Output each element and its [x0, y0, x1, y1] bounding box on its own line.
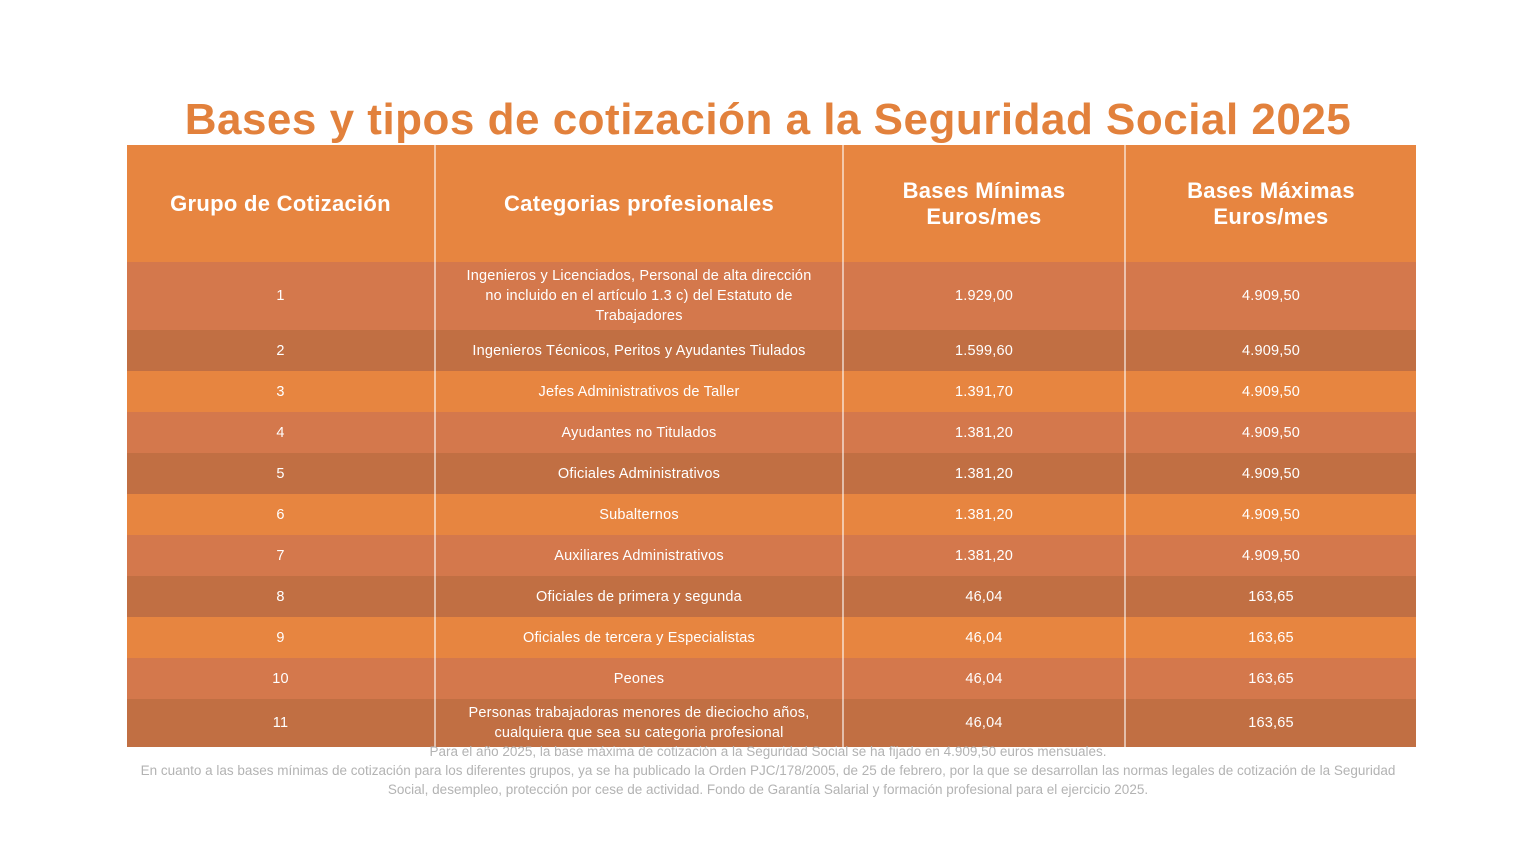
footer-note-1: Para el año 2025, la base máxima de coti… [429, 744, 1107, 759]
cell-base-maxima: 4.909,50 [1124, 371, 1416, 412]
cell-grupo: 9 [127, 617, 435, 658]
cell-base-maxima: 163,65 [1124, 617, 1416, 658]
table-row: 4 Ayudantes no Titulados 1.381,20 4.909,… [127, 412, 1416, 453]
cell-categoria: Auxiliares Administrativos [434, 535, 843, 576]
table-row: 6 Subalternos 1.381,20 4.909,50 [127, 494, 1416, 535]
cell-base-minima: 1.381,20 [842, 412, 1125, 453]
cell-base-minima: 46,04 [842, 699, 1125, 747]
cell-base-minima: 1.381,20 [842, 535, 1125, 576]
cell-base-maxima: 163,65 [1124, 576, 1416, 617]
table-row: 7 Auxiliares Administrativos 1.381,20 4.… [127, 535, 1416, 576]
table-row: 3 Jefes Administrativos de Taller 1.391,… [127, 371, 1416, 412]
table-row: 9 Oficiales de tercera y Especialistas 4… [127, 617, 1416, 658]
cell-grupo: 2 [127, 330, 435, 371]
cell-base-maxima: 4.909,50 [1124, 412, 1416, 453]
cell-base-minima: 1.381,20 [842, 494, 1125, 535]
table-body: 1 Ingenieros y Licenciados, Personal de … [127, 262, 1416, 747]
cell-base-minima: 1.381,20 [842, 453, 1125, 494]
cell-base-maxima: 4.909,50 [1124, 262, 1416, 330]
cell-base-maxima: 4.909,50 [1124, 453, 1416, 494]
col-header-bases-minimas: Bases Mínimas Euros/mes [842, 145, 1125, 262]
cell-grupo: 5 [127, 453, 435, 494]
table-row: 11 Personas trabajadoras menores de diec… [127, 699, 1416, 747]
table-row: 10 Peones 46,04 163,65 [127, 658, 1416, 699]
cell-base-minima: 46,04 [842, 576, 1125, 617]
cell-categoria: Ayudantes no Titulados [434, 412, 843, 453]
cotizacion-table: Grupo de Cotización Categorias profesion… [127, 145, 1416, 747]
cell-grupo: 1 [127, 262, 435, 330]
cell-grupo: 8 [127, 576, 435, 617]
cell-base-maxima: 4.909,50 [1124, 330, 1416, 371]
cell-categoria: Subalternos [434, 494, 843, 535]
cell-categoria: Jefes Administrativos de Taller [434, 371, 843, 412]
cell-categoria: Ingenieros Técnicos, Peritos y Ayudantes… [434, 330, 843, 371]
cell-categoria: Personas trabajadoras menores de diecioc… [434, 699, 843, 747]
cell-categoria: Ingenieros y Licenciados, Personal de al… [434, 262, 843, 330]
cell-categoria: Peones [434, 658, 843, 699]
table-header-row: Grupo de Cotización Categorias profesion… [127, 145, 1416, 262]
cell-base-maxima: 4.909,50 [1124, 535, 1416, 576]
footer-note-2: En cuanto a las bases mínimas de cotizac… [140, 763, 1396, 797]
cell-base-minima: 46,04 [842, 658, 1125, 699]
table-row: 8 Oficiales de primera y segunda 46,04 1… [127, 576, 1416, 617]
page-title: Bases y tipos de cotización a la Segurid… [184, 95, 1352, 145]
footer-notes: Para el año 2025, la base máxima de coti… [0, 742, 1536, 799]
cell-base-minima: 1.599,60 [842, 330, 1125, 371]
table-row: 2 Ingenieros Técnicos, Peritos y Ayudant… [127, 330, 1416, 371]
cotizacion-table-container: Grupo de Cotización Categorias profesion… [127, 145, 1416, 747]
cell-base-maxima: 4.909,50 [1124, 494, 1416, 535]
cell-grupo: 6 [127, 494, 435, 535]
cell-base-maxima: 163,65 [1124, 658, 1416, 699]
table-row: 5 Oficiales Administrativos 1.381,20 4.9… [127, 453, 1416, 494]
cell-base-minima: 1.929,00 [842, 262, 1125, 330]
cell-categoria: Oficiales de tercera y Especialistas [434, 617, 843, 658]
cell-categoria: Oficiales Administrativos [434, 453, 843, 494]
cell-grupo: 10 [127, 658, 435, 699]
cell-grupo: 7 [127, 535, 435, 576]
table-row: 1 Ingenieros y Licenciados, Personal de … [127, 262, 1416, 330]
cell-base-maxima: 163,65 [1124, 699, 1416, 747]
cell-base-minima: 1.391,70 [842, 371, 1125, 412]
cell-categoria: Oficiales de primera y segunda [434, 576, 843, 617]
cell-grupo: 11 [127, 699, 435, 747]
cell-base-minima: 46,04 [842, 617, 1125, 658]
cell-grupo: 3 [127, 371, 435, 412]
col-header-grupo: Grupo de Cotización [127, 145, 435, 262]
col-header-categorias: Categorias profesionales [434, 145, 843, 262]
cell-grupo: 4 [127, 412, 435, 453]
col-header-bases-maximas: Bases Máximas Euros/mes [1124, 145, 1416, 262]
